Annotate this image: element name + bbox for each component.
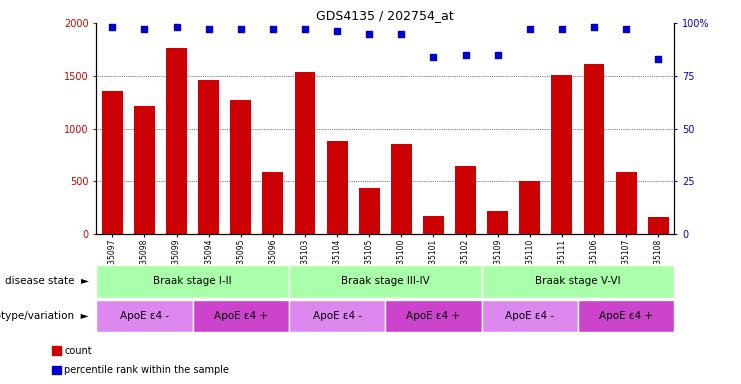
Point: [428, 54, 439, 60]
Bar: [578, 300, 674, 332]
Bar: [230, 100, 251, 234]
Bar: [327, 141, 348, 234]
Point: [331, 28, 343, 35]
Bar: [193, 300, 289, 332]
Point: [235, 26, 247, 33]
Bar: [551, 75, 572, 234]
Bar: [423, 216, 444, 234]
Text: ApoE ε4 +: ApoE ε4 +: [214, 311, 268, 321]
Bar: [96, 300, 193, 332]
Point: [267, 26, 279, 33]
Text: count: count: [64, 346, 92, 356]
Point: [396, 31, 408, 37]
Bar: [134, 106, 155, 234]
Bar: [262, 172, 283, 234]
Point: [620, 26, 632, 33]
Point: [556, 26, 568, 33]
Text: Braak stage I-II: Braak stage I-II: [153, 276, 232, 286]
Point: [107, 24, 119, 30]
Bar: [199, 80, 219, 234]
Point: [492, 52, 504, 58]
Text: ApoE ε4 -: ApoE ε4 -: [505, 311, 554, 321]
Bar: [455, 166, 476, 234]
Point: [524, 26, 536, 33]
Bar: [488, 211, 508, 234]
Title: GDS4135 / 202754_at: GDS4135 / 202754_at: [316, 9, 454, 22]
Text: percentile rank within the sample: percentile rank within the sample: [64, 365, 230, 375]
Point: [588, 24, 600, 30]
Bar: [584, 64, 605, 234]
Bar: [385, 300, 482, 332]
Text: ApoE ε4 -: ApoE ε4 -: [120, 311, 169, 321]
Bar: [295, 71, 316, 234]
Point: [299, 26, 311, 33]
Bar: [359, 188, 379, 234]
Text: Braak stage III-IV: Braak stage III-IV: [341, 276, 430, 286]
Text: ApoE ε4 +: ApoE ε4 +: [599, 311, 653, 321]
Text: disease state  ►: disease state ►: [5, 276, 89, 286]
Bar: [289, 265, 482, 298]
Bar: [96, 265, 289, 298]
Point: [139, 26, 150, 33]
Bar: [648, 217, 668, 234]
Point: [459, 52, 471, 58]
Bar: [519, 182, 540, 234]
Bar: [482, 300, 578, 332]
Bar: [616, 172, 637, 234]
Bar: [166, 48, 187, 234]
Point: [203, 26, 215, 33]
Point: [652, 56, 664, 62]
Point: [170, 24, 182, 30]
Bar: [289, 300, 385, 332]
Text: ApoE ε4 +: ApoE ε4 +: [407, 311, 460, 321]
Text: Braak stage V-VI: Braak stage V-VI: [535, 276, 621, 286]
Text: genotype/variation  ►: genotype/variation ►: [0, 311, 89, 321]
Point: [363, 31, 375, 37]
Text: ApoE ε4 -: ApoE ε4 -: [313, 311, 362, 321]
Bar: [391, 144, 412, 234]
Bar: [482, 265, 674, 298]
Bar: [102, 91, 123, 234]
